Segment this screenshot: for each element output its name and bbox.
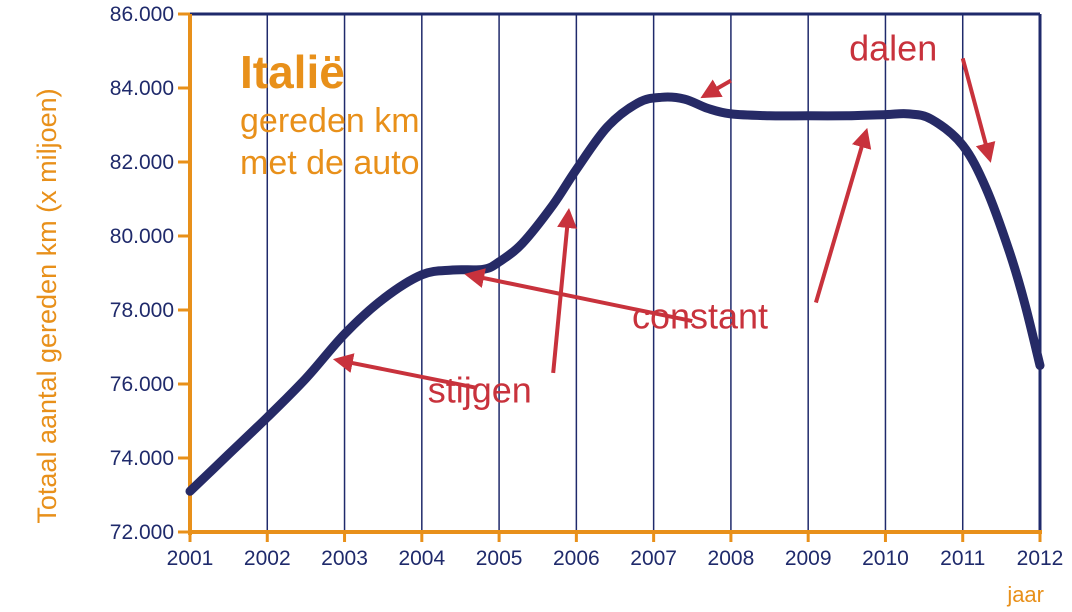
chart-title: Italië <box>240 46 345 98</box>
annotation-arrow <box>464 268 693 324</box>
chart-subtitle-line-1: gereden km <box>240 102 420 140</box>
annotation-arrow <box>332 353 477 390</box>
x-tick-label: 2008 <box>708 547 755 570</box>
annotation-arrow <box>813 127 872 304</box>
x-tick-label: 2005 <box>476 547 523 570</box>
y-tick-label: 82.000 <box>110 151 174 174</box>
y-tick-labels: 72.000 74.000 76.000 78.000 80.000 82.000 84.0… <box>110 3 174 544</box>
y-tick-label: 76.000 <box>110 373 174 396</box>
x-tick-label: 2001 <box>167 547 214 570</box>
x-tick-label: 2007 <box>630 547 677 570</box>
grid-lines <box>266 14 964 532</box>
series-line-0 <box>185 92 1045 496</box>
x-tick-label: 2010 <box>862 547 909 570</box>
y-tick-label: 74.000 <box>110 447 174 470</box>
y-tick-label: 78.000 <box>110 299 174 322</box>
annotation-label: constant <box>632 296 768 337</box>
x-tick-labels: 2001 2002 2003 2004 2005 2006 2007 2008 2009 2010… <box>167 547 1064 570</box>
x-axis-label: jaar <box>1006 582 1044 607</box>
x-tick-label: 2003 <box>321 547 368 570</box>
x-tick-label: 2006 <box>553 547 600 570</box>
y-tick-label: 84.000 <box>110 77 174 100</box>
annotation-label: dalen <box>849 27 937 68</box>
plot-frame <box>178 12 1042 542</box>
x-tick-label: 2012 <box>1017 547 1064 570</box>
x-tick-label: 2002 <box>244 547 291 570</box>
y-axis-label: Totaal aantal gereden km (x miljoen) <box>32 88 62 523</box>
annotation-arrow <box>551 207 578 374</box>
y-tick-label: 86.000 <box>110 3 174 26</box>
annotation-label: stijgen <box>428 370 532 411</box>
y-tick-label: 72.000 <box>110 521 174 544</box>
series-lines <box>185 92 1045 496</box>
annotation-arrow <box>700 78 732 99</box>
y-tick-label: 80.000 <box>110 225 174 248</box>
chart-subtitle-line-2: met de auto <box>240 144 420 182</box>
x-tick-label: 2011 <box>940 547 985 570</box>
annotations: dalen constant stijgen <box>332 27 996 411</box>
x-tick-label: 2009 <box>785 547 832 570</box>
x-tick-label: 2004 <box>398 547 445 570</box>
annotation-arrow <box>960 57 996 163</box>
